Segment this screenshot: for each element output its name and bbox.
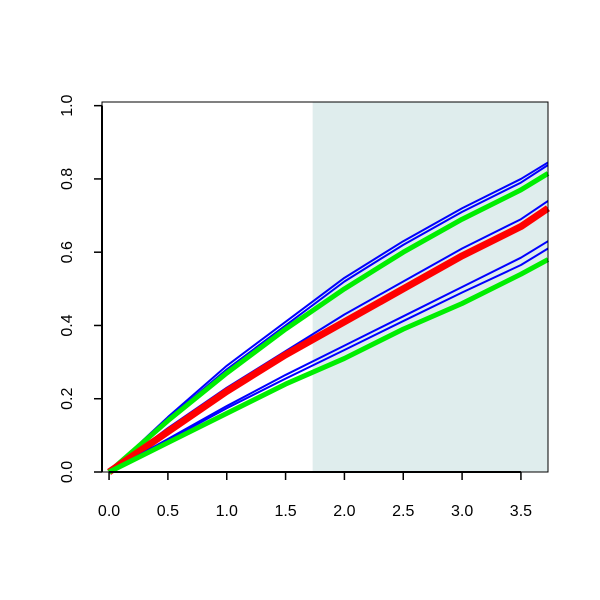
x-tick-label: 2.5 bbox=[392, 503, 414, 520]
line-series bbox=[107, 257, 550, 475]
x-tick-label: 0.5 bbox=[157, 503, 179, 520]
y-tick-label: 0.6 bbox=[59, 241, 76, 263]
x-tick-label: 2.0 bbox=[333, 503, 355, 520]
line-series bbox=[108, 161, 549, 473]
y-tick-label: 0.8 bbox=[59, 168, 76, 190]
line-series bbox=[107, 171, 550, 474]
line-series bbox=[108, 240, 549, 473]
y-tick-label: 0.4 bbox=[59, 314, 76, 336]
x-tick-label: 3.5 bbox=[510, 503, 532, 520]
line-series bbox=[108, 247, 549, 473]
y-tick-label: 1.0 bbox=[59, 94, 76, 116]
y-tick-label: 0.2 bbox=[59, 388, 76, 410]
x-tick-label: 1.0 bbox=[216, 503, 238, 520]
y-tick-label: 0.0 bbox=[59, 461, 76, 483]
x-tick-label: 0.0 bbox=[98, 503, 120, 520]
x-tick-label: 3.0 bbox=[451, 503, 473, 520]
x-tick-label: 1.5 bbox=[274, 503, 296, 520]
line-series bbox=[107, 205, 550, 475]
